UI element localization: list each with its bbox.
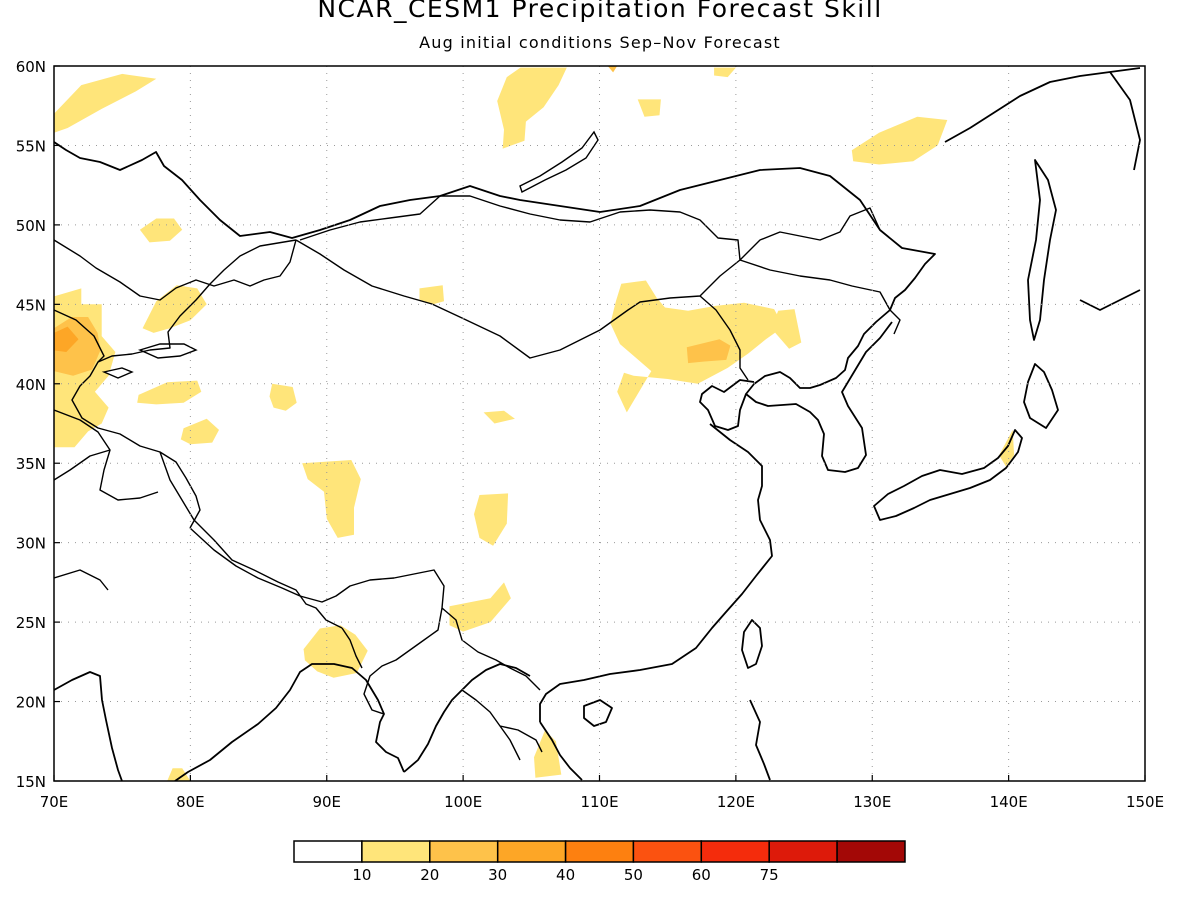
bay-of-bengal-coast <box>403 663 531 773</box>
legend-swatch-8 <box>836 840 906 863</box>
lat-tick-label: 50N <box>16 217 46 235</box>
lon-tick-label: 70E <box>40 793 69 811</box>
lon-tick-label: 80E <box>176 793 205 811</box>
legend-label: 50 <box>624 866 643 884</box>
legend-label: 75 <box>760 866 779 884</box>
lat-tick-label: 40N <box>16 376 46 394</box>
skill-shading-layer <box>54 66 1015 781</box>
korea-coast <box>745 309 893 473</box>
lat-tick-label: 25N <box>16 614 46 632</box>
china-coast <box>539 379 773 722</box>
axis-tick-labels: 70E 80E 90E 100E 110E 120E 130E 140E 150E 15N 20N 2… <box>16 58 1164 811</box>
hainan-coast <box>583 699 613 727</box>
coastlines-and-borders <box>54 67 1141 781</box>
lat-tick-label: 15N <box>16 773 46 791</box>
skill-region-2 <box>142 285 207 333</box>
skill-region-13 <box>497 67 567 149</box>
legend-label: 10 <box>352 866 371 884</box>
taiwan-coast <box>741 619 763 669</box>
skill-region-6 <box>269 383 297 411</box>
indochina-borders <box>441 607 543 761</box>
skill-region-8 <box>419 285 444 305</box>
skill-region-23 <box>686 339 731 364</box>
legend-swatch-0 <box>293 840 363 863</box>
color-legend-labels: 10 20 30 40 50 60 75 <box>352 866 778 884</box>
legend-label: 40 <box>556 866 575 884</box>
legend-label: 60 <box>692 866 711 884</box>
lon-tick-label: 130E <box>853 793 891 811</box>
skill-region-11 <box>303 625 368 678</box>
skill-region-5 <box>180 418 219 445</box>
legend-swatch-3 <box>496 840 567 863</box>
lake-baikal <box>519 130 599 194</box>
india-tibet-border <box>159 451 343 629</box>
skill-region-20 <box>534 730 562 778</box>
skill-region-7 <box>302 460 361 538</box>
hokkaido-coast <box>1023 363 1059 429</box>
skill-region-16 <box>851 116 948 165</box>
legend-label: 20 <box>420 866 439 884</box>
legend-swatch-1 <box>361 840 431 863</box>
legend-swatch-6 <box>700 840 770 863</box>
northeast-china-border <box>739 207 901 335</box>
skill-region-14 <box>637 99 661 117</box>
indochina-coast <box>539 721 583 781</box>
lake-balkhash <box>137 343 198 359</box>
lon-tick-label: 140E <box>990 793 1028 811</box>
map-title: NCAR_CESM1 Precipitation Forecast Skill <box>317 0 883 23</box>
skill-region-12 <box>483 410 515 424</box>
kazakhstan-russia-border <box>54 239 297 301</box>
lat-tick-label: 55N <box>16 137 46 155</box>
skill-region-3 <box>137 380 202 405</box>
color-legend <box>293 840 906 863</box>
legend-label: 30 <box>488 866 507 884</box>
lon-tick-label: 110E <box>580 793 618 811</box>
lon-tick-label: 120E <box>717 793 755 811</box>
arctic-coast-siberia <box>54 141 936 311</box>
lat-tick-label: 35N <box>16 455 46 473</box>
skill-region-4 <box>139 218 183 243</box>
kamchatka-coast <box>1079 71 1141 311</box>
lon-tick-label: 150E <box>1126 793 1164 811</box>
legend-swatch-7 <box>768 840 838 863</box>
okhotsk-coast <box>944 67 1141 143</box>
mongolia-border <box>295 195 741 359</box>
legend-swatch-4 <box>564 840 635 863</box>
map-subtitle: Aug initial conditions Sep–Nov Forecast <box>419 33 781 52</box>
skill-region-10 <box>449 582 511 632</box>
lon-tick-label: 90E <box>312 793 341 811</box>
skill-region-21 <box>167 768 191 781</box>
sakhalin-coast <box>1027 159 1057 341</box>
himalaya-border <box>189 527 445 609</box>
china-west-border <box>71 239 297 529</box>
axis-ticks <box>53 65 1146 782</box>
china-internal-coast-north <box>699 295 749 381</box>
legend-swatch-5 <box>632 840 703 863</box>
lat-tick-label: 60N <box>16 58 46 76</box>
skill-region-9 <box>474 493 509 546</box>
skill-region-25 <box>54 326 79 352</box>
lat-tick-label: 20N <box>16 694 46 712</box>
central-asia-borders <box>54 309 159 591</box>
lat-tick-label: 30N <box>16 535 46 553</box>
skill-region-0 <box>54 73 157 133</box>
skill-region-15 <box>714 67 736 78</box>
lat-lon-gridlines <box>54 66 1145 781</box>
lon-tick-label: 100E <box>444 793 482 811</box>
lat-tick-label: 45N <box>16 296 46 314</box>
skill-region-24 <box>607 66 618 73</box>
philippines-coast <box>749 699 771 781</box>
myanmar-border <box>341 607 443 715</box>
issyk-kul <box>101 367 134 379</box>
honshu-coast <box>873 429 1023 521</box>
india-coast <box>54 663 405 781</box>
skill-region-18 <box>771 309 802 349</box>
legend-swatch-2 <box>429 840 499 863</box>
